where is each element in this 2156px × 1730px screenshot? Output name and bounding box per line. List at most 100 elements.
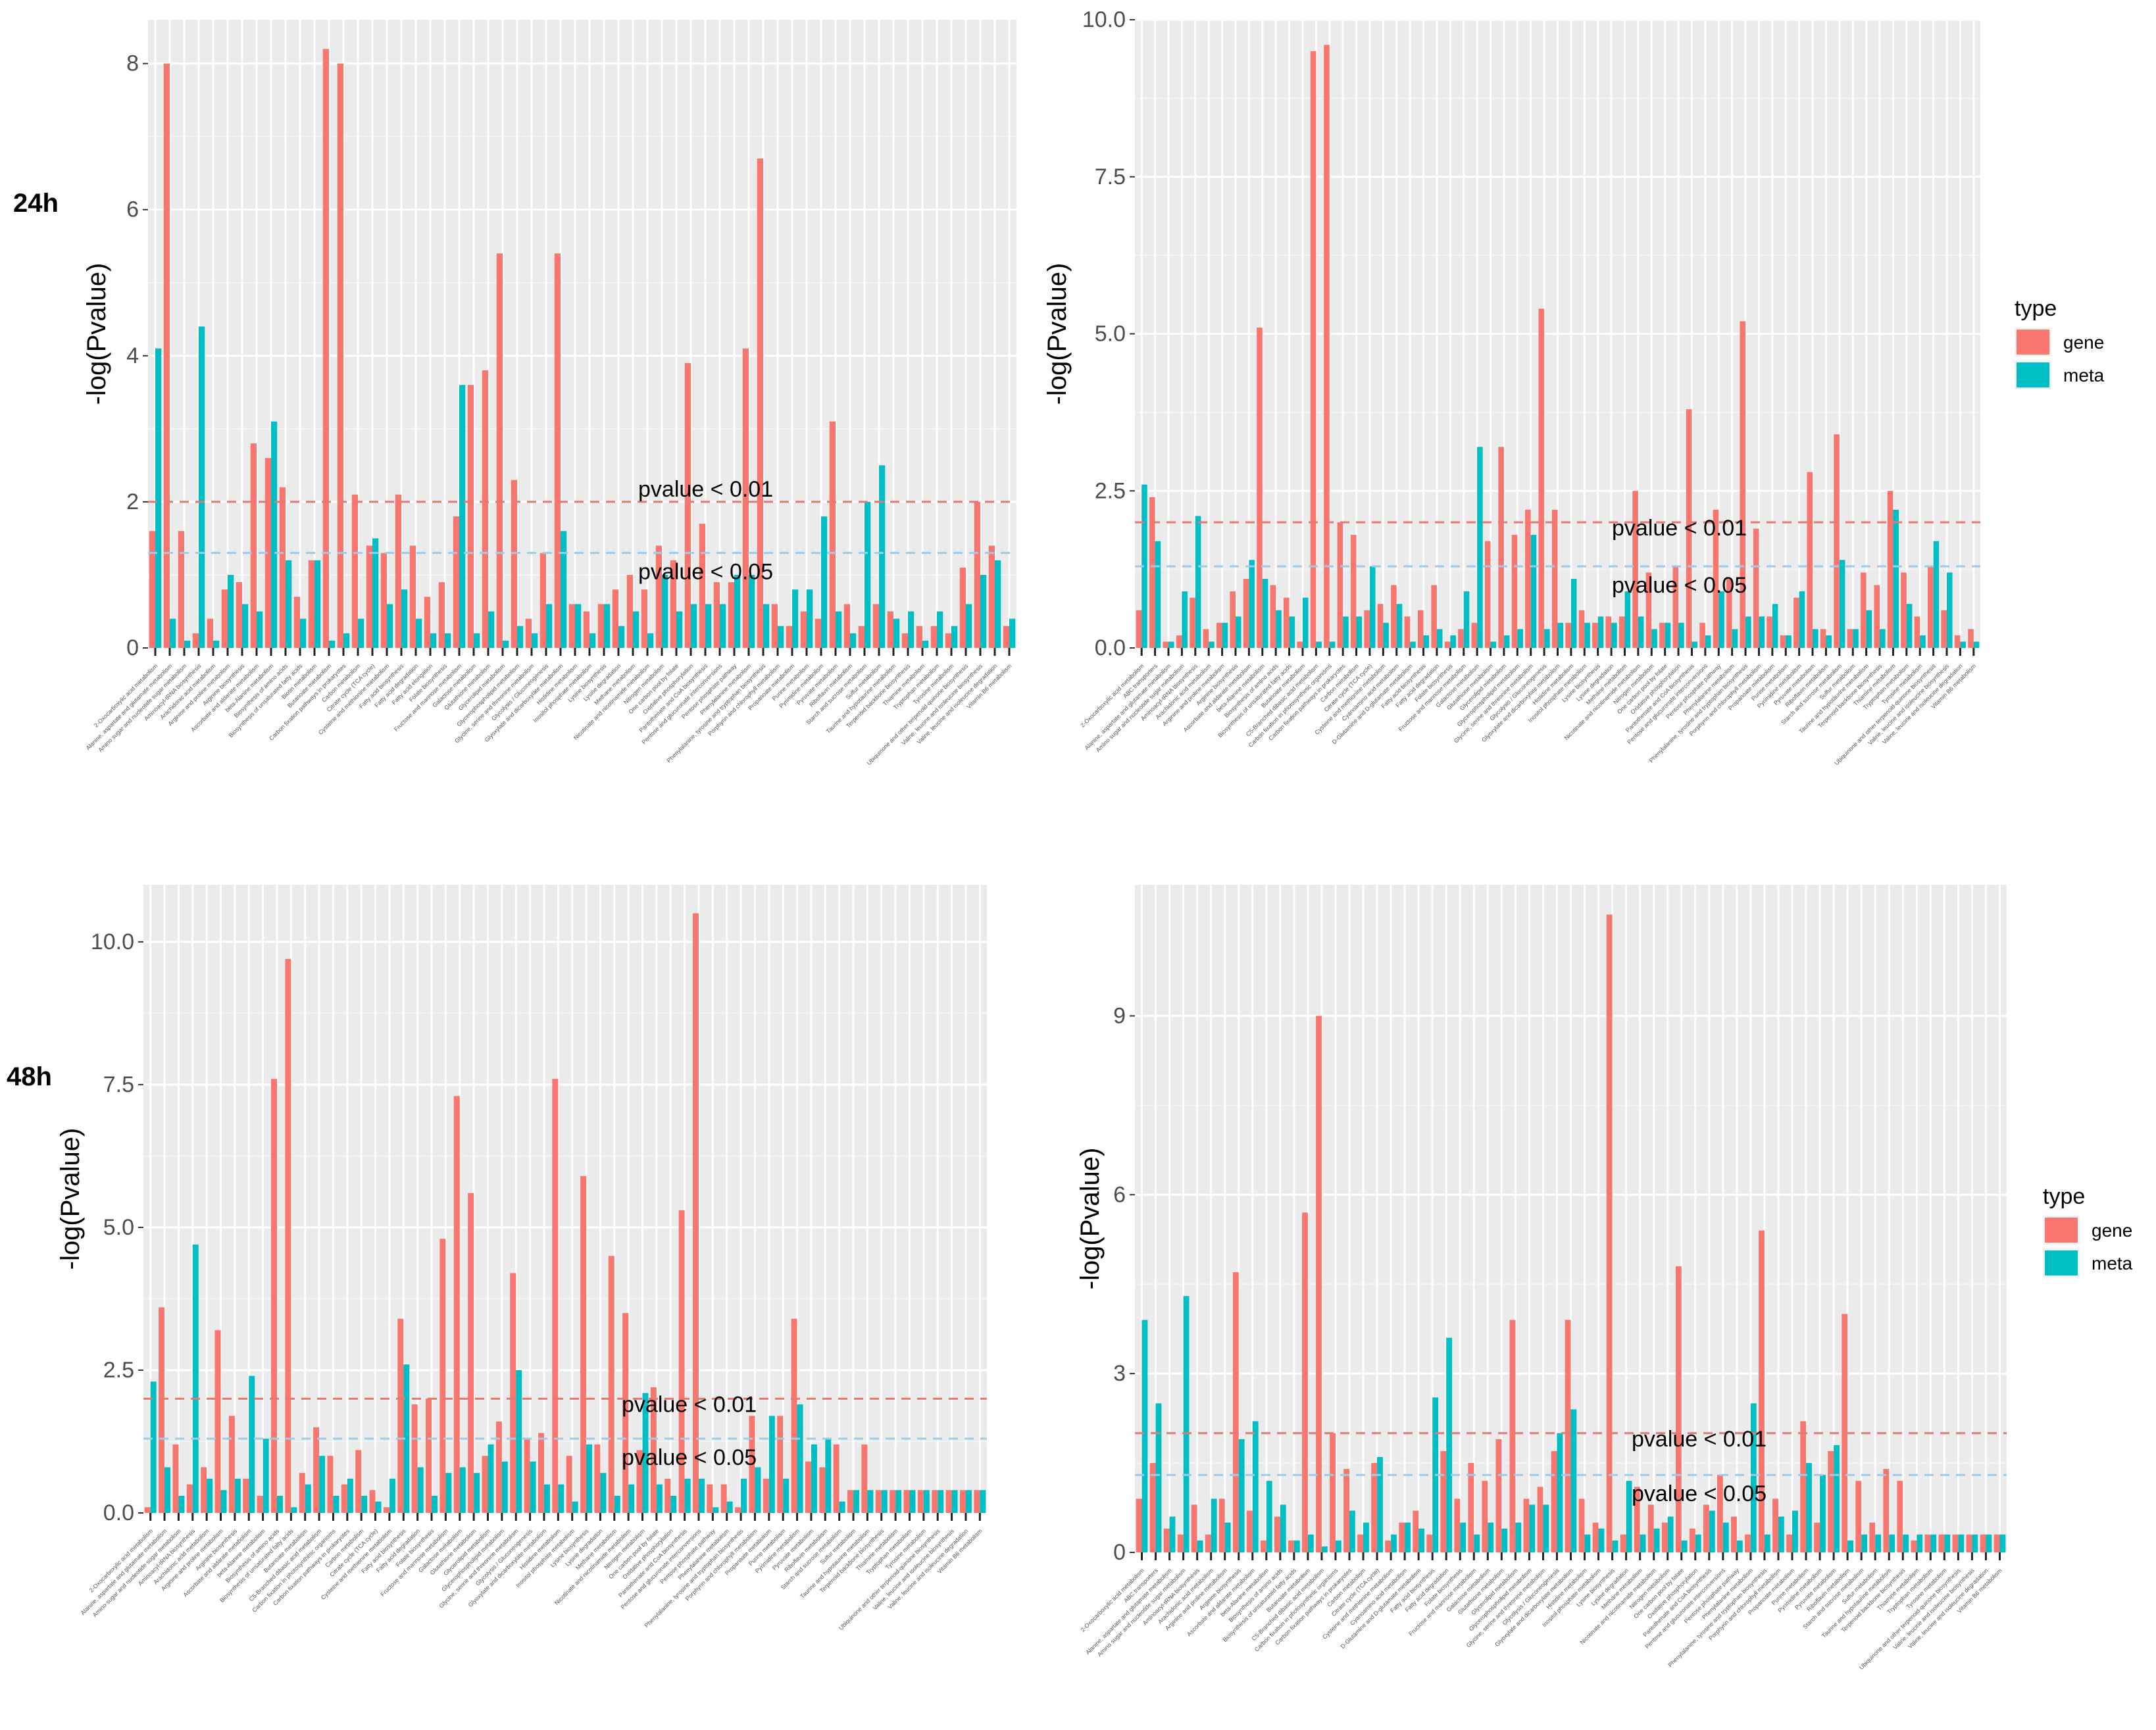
bar-meta (276, 1495, 283, 1513)
bar-gene (959, 1490, 966, 1513)
y-tick-label: 10.0 (91, 929, 134, 954)
plot-background (143, 885, 987, 1513)
bar-meta (314, 560, 321, 648)
bar-gene (843, 604, 850, 648)
bar-gene (1924, 1534, 1931, 1552)
bar-meta (164, 1467, 171, 1513)
bar-meta (1933, 541, 1940, 648)
bar-meta (319, 1456, 326, 1513)
bar-gene (366, 545, 372, 648)
bar-meta (516, 1370, 522, 1513)
bar-meta (867, 1490, 874, 1513)
bar-gene (636, 1450, 643, 1513)
bar-meta (1307, 1534, 1314, 1552)
bar-meta (1477, 447, 1483, 648)
bar-gene (1713, 509, 1719, 648)
bar-meta (1423, 635, 1430, 648)
bar-meta (291, 1507, 297, 1513)
bar-meta (1584, 1534, 1591, 1552)
y-axis-label: -log(Pvalue) (1076, 1148, 1105, 1290)
bar-meta (1638, 616, 1644, 648)
bar-meta (1209, 641, 1215, 648)
bar-meta (684, 1478, 691, 1513)
bar-meta (1705, 635, 1711, 648)
bar-gene (201, 1467, 207, 1513)
bar-meta (1875, 1534, 1882, 1552)
bar-meta (1141, 484, 1147, 648)
bar-meta (1529, 1504, 1536, 1552)
bar-meta (1235, 616, 1241, 648)
bar-meta (459, 1467, 466, 1513)
bar-gene (1883, 1469, 1890, 1552)
bar-meta (755, 1467, 761, 1513)
bar-gene (791, 1318, 797, 1513)
bar-meta (445, 633, 451, 648)
bar-meta (1880, 629, 1886, 648)
threshold-annotation: pvalue < 0.05 (1612, 573, 1747, 598)
y-axis-label: -log(Pvalue) (56, 1128, 85, 1270)
bar-gene (308, 560, 314, 648)
bar-meta (530, 1461, 536, 1513)
bar-gene (815, 618, 821, 648)
legend-title: type (2043, 1184, 2085, 1209)
legend-label-gene: gene (2063, 332, 2104, 353)
bar-meta (372, 538, 379, 648)
bar-gene (1941, 610, 1947, 648)
bar-gene (351, 494, 358, 648)
bar-meta (1813, 629, 1818, 648)
bar-gene (887, 611, 893, 648)
bar-meta (1557, 1433, 1563, 1552)
bar-meta (488, 1444, 494, 1513)
y-tick-label: 0.0 (1095, 635, 1126, 660)
bar-gene (1364, 610, 1370, 648)
bar-gene (594, 1444, 601, 1513)
bar-gene (699, 524, 705, 648)
bar-meta (850, 633, 857, 648)
bar-meta (1612, 1540, 1618, 1552)
bar-meta (207, 1478, 213, 1513)
bar-meta (1543, 1504, 1549, 1552)
bar-gene (1551, 1450, 1557, 1552)
bar-gene (380, 553, 387, 648)
bar-gene (626, 574, 633, 648)
y-tick-label: 6 (126, 197, 139, 222)
bar-gene (930, 626, 937, 648)
bar-gene (1887, 491, 1893, 648)
bar-meta (741, 1478, 747, 1513)
bar-gene (1471, 622, 1478, 648)
bar-meta (1667, 1516, 1674, 1552)
bar-meta (1503, 635, 1510, 648)
bar-gene (1993, 1534, 2000, 1552)
bar-gene (1911, 1540, 1917, 1552)
bar-gene (341, 1484, 347, 1513)
bar-gene (1523, 1498, 1530, 1552)
bar-meta (1745, 616, 1751, 648)
bar-meta (1316, 641, 1322, 648)
bar-meta (965, 1490, 972, 1513)
bar-gene (1468, 1463, 1474, 1552)
y-tick-label: 7.5 (103, 1072, 134, 1097)
bar-gene (1814, 1522, 1820, 1552)
legend-label-meta: meta (2092, 1253, 2133, 1273)
bar-meta (1786, 635, 1792, 648)
bar-gene (1163, 1528, 1170, 1552)
y-tick-label: 0.0 (103, 1500, 134, 1525)
bar-meta (923, 1490, 930, 1513)
bar-meta (558, 1484, 564, 1513)
bar-meta (811, 1444, 817, 1513)
bar-meta (647, 633, 654, 648)
bar-gene (554, 253, 561, 648)
bar-gene (641, 589, 647, 648)
bar-gene (1511, 535, 1518, 648)
bar-meta (263, 1439, 269, 1513)
bar-meta (546, 604, 553, 648)
bar-gene (1177, 1534, 1184, 1552)
bar-meta (575, 604, 582, 648)
bar-meta (170, 618, 176, 648)
bar-meta (1009, 618, 1016, 648)
bar-meta (1363, 1522, 1369, 1552)
bar-gene (144, 1507, 151, 1513)
bar-gene (1565, 622, 1571, 648)
bar-meta (1252, 1421, 1259, 1552)
bar-meta (1195, 516, 1201, 648)
